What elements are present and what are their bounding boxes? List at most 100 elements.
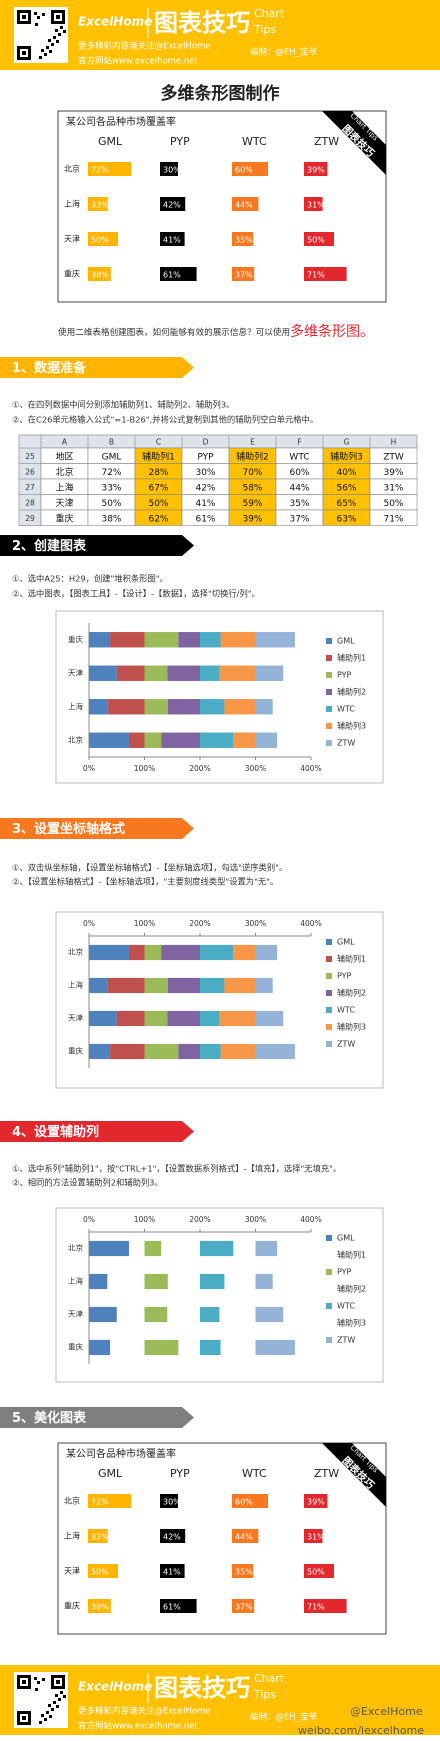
qr-finder-dot [22, 15, 26, 19]
category-label: 上海 [68, 980, 83, 990]
qr-dot [35, 1688, 38, 1691]
sheet-cell-text: 31% [383, 483, 403, 493]
step: ②、选中图表，【图表工具】-【设计】-【数据】，选择"切换行/列"。 [12, 589, 260, 599]
qr-dot [41, 1714, 44, 1717]
bar-segment [110, 1043, 145, 1060]
brand-follow: 更多精彩内容请关注@ExcelHome [78, 41, 211, 52]
bar-segment [255, 632, 295, 648]
series-header: WTC [242, 135, 267, 148]
sheet-cell-text: GML [102, 452, 122, 462]
bar-segment [161, 944, 200, 961]
bar-segment [233, 732, 256, 748]
bar-segment [144, 1306, 168, 1323]
sheet-cell-text: 上海 [55, 481, 73, 493]
category-label: 天津 [64, 1566, 80, 1576]
bar [88, 267, 111, 281]
series-header: GML [98, 135, 123, 148]
sheet-column-label: B [109, 438, 114, 447]
step: ①、选中系列"辅助列1"，按"CTRL+1"，【设置数据系列格式】-【填充】，选… [12, 1164, 341, 1174]
legend-swatch [326, 990, 332, 996]
bar-segment [200, 977, 225, 994]
brand-author: 编制：@EH_宝爷 [250, 47, 318, 58]
bar-segment [200, 1273, 225, 1290]
category-label: 北京 [68, 734, 83, 744]
chart-frame [55, 1207, 384, 1383]
bar-segment [144, 1240, 162, 1257]
section-heading: 1、数据准备 [12, 360, 87, 376]
sheet-cell-text: 重庆 [55, 512, 73, 524]
brand-tagline: Chart [254, 7, 285, 20]
category-label: 天津 [64, 234, 80, 244]
bar-label: 39% [307, 1498, 325, 1507]
qr-dot [44, 53, 47, 56]
bar-label: 71% [307, 271, 325, 280]
bar-segment [200, 1240, 234, 1257]
bar-segment [167, 977, 200, 994]
bar-segment [89, 977, 108, 994]
page-title: 多维条形图制作 [161, 83, 280, 104]
qr-dot [53, 1701, 56, 1704]
bar-segment [144, 665, 168, 681]
qr-dot [56, 40, 59, 43]
section-heading: 5、美化图表 [12, 1410, 87, 1426]
bar-segment [178, 632, 200, 648]
bar-segment [233, 944, 256, 961]
chart-title: 某公司各品种市场覆盖率 [66, 115, 176, 128]
bar-segment [224, 699, 256, 715]
bar-label: 44% [235, 1533, 253, 1542]
qr-dot [34, 12, 37, 15]
bar [88, 1599, 111, 1613]
bar-segment [144, 1273, 168, 1290]
bar-segment [224, 977, 256, 994]
category-label: 北京 [64, 1496, 80, 1506]
bar-label: 31% [307, 1533, 325, 1542]
bar-segment [144, 977, 168, 994]
section-banner [0, 818, 194, 839]
sheet-cell-text: 41% [195, 499, 215, 509]
bar-label: 60% [235, 166, 253, 175]
category-label: 重庆 [64, 1601, 80, 1611]
legend-label: 辅助列2 [337, 687, 366, 697]
sheet-cell-text: 天津 [55, 498, 73, 509]
sheet-cell-text: 50% [383, 499, 403, 509]
bar [232, 197, 259, 211]
legend-swatch [326, 1303, 332, 1309]
sheet-cell-text: 辅助列3 [330, 450, 363, 462]
bar-segment [128, 732, 145, 748]
bar [304, 1529, 323, 1543]
qr-dot [46, 1711, 49, 1714]
series-header: GML [98, 1467, 123, 1480]
chart-title: 某公司各品种市场覆盖率 [66, 1447, 176, 1460]
legend-swatch [326, 1024, 332, 1030]
step: ②、相同的方法设置辅助列2和辅助列3。 [12, 1178, 163, 1188]
bar [160, 1564, 185, 1578]
sheet-cell-text: 71% [383, 514, 403, 524]
brand-title: 图表技巧 [154, 9, 250, 37]
bar-segment [255, 1306, 284, 1323]
legend-label: PYP [337, 972, 352, 981]
sheet-row-number: 28 [25, 498, 35, 507]
sheet-cell-text: 70% [242, 468, 262, 478]
bar [160, 232, 185, 246]
legend-label: ZTW [337, 739, 355, 748]
series-header: PYP [170, 1467, 190, 1480]
qr-dot [60, 26, 63, 29]
sheet-cell-text: WTC [289, 452, 309, 462]
bar [232, 1529, 259, 1543]
brand-tagline: Chart [254, 1672, 285, 1685]
category-label: 重庆 [68, 1342, 83, 1352]
sheet-column-label: G [344, 438, 350, 447]
qr-dot [56, 1705, 59, 1708]
bar-label: 31% [307, 201, 325, 210]
sheet-row-number: 29 [25, 514, 35, 523]
bar-label: 50% [91, 1568, 109, 1577]
sheet-column-label: A [62, 438, 68, 447]
bar-segment [89, 665, 117, 681]
bar-segment [255, 1043, 295, 1060]
bar-label: 37% [235, 271, 253, 280]
bar-segment [89, 1273, 108, 1290]
bar-segment [178, 1043, 200, 1060]
legend-swatch [326, 706, 332, 712]
bar-label: 72% [91, 166, 109, 175]
